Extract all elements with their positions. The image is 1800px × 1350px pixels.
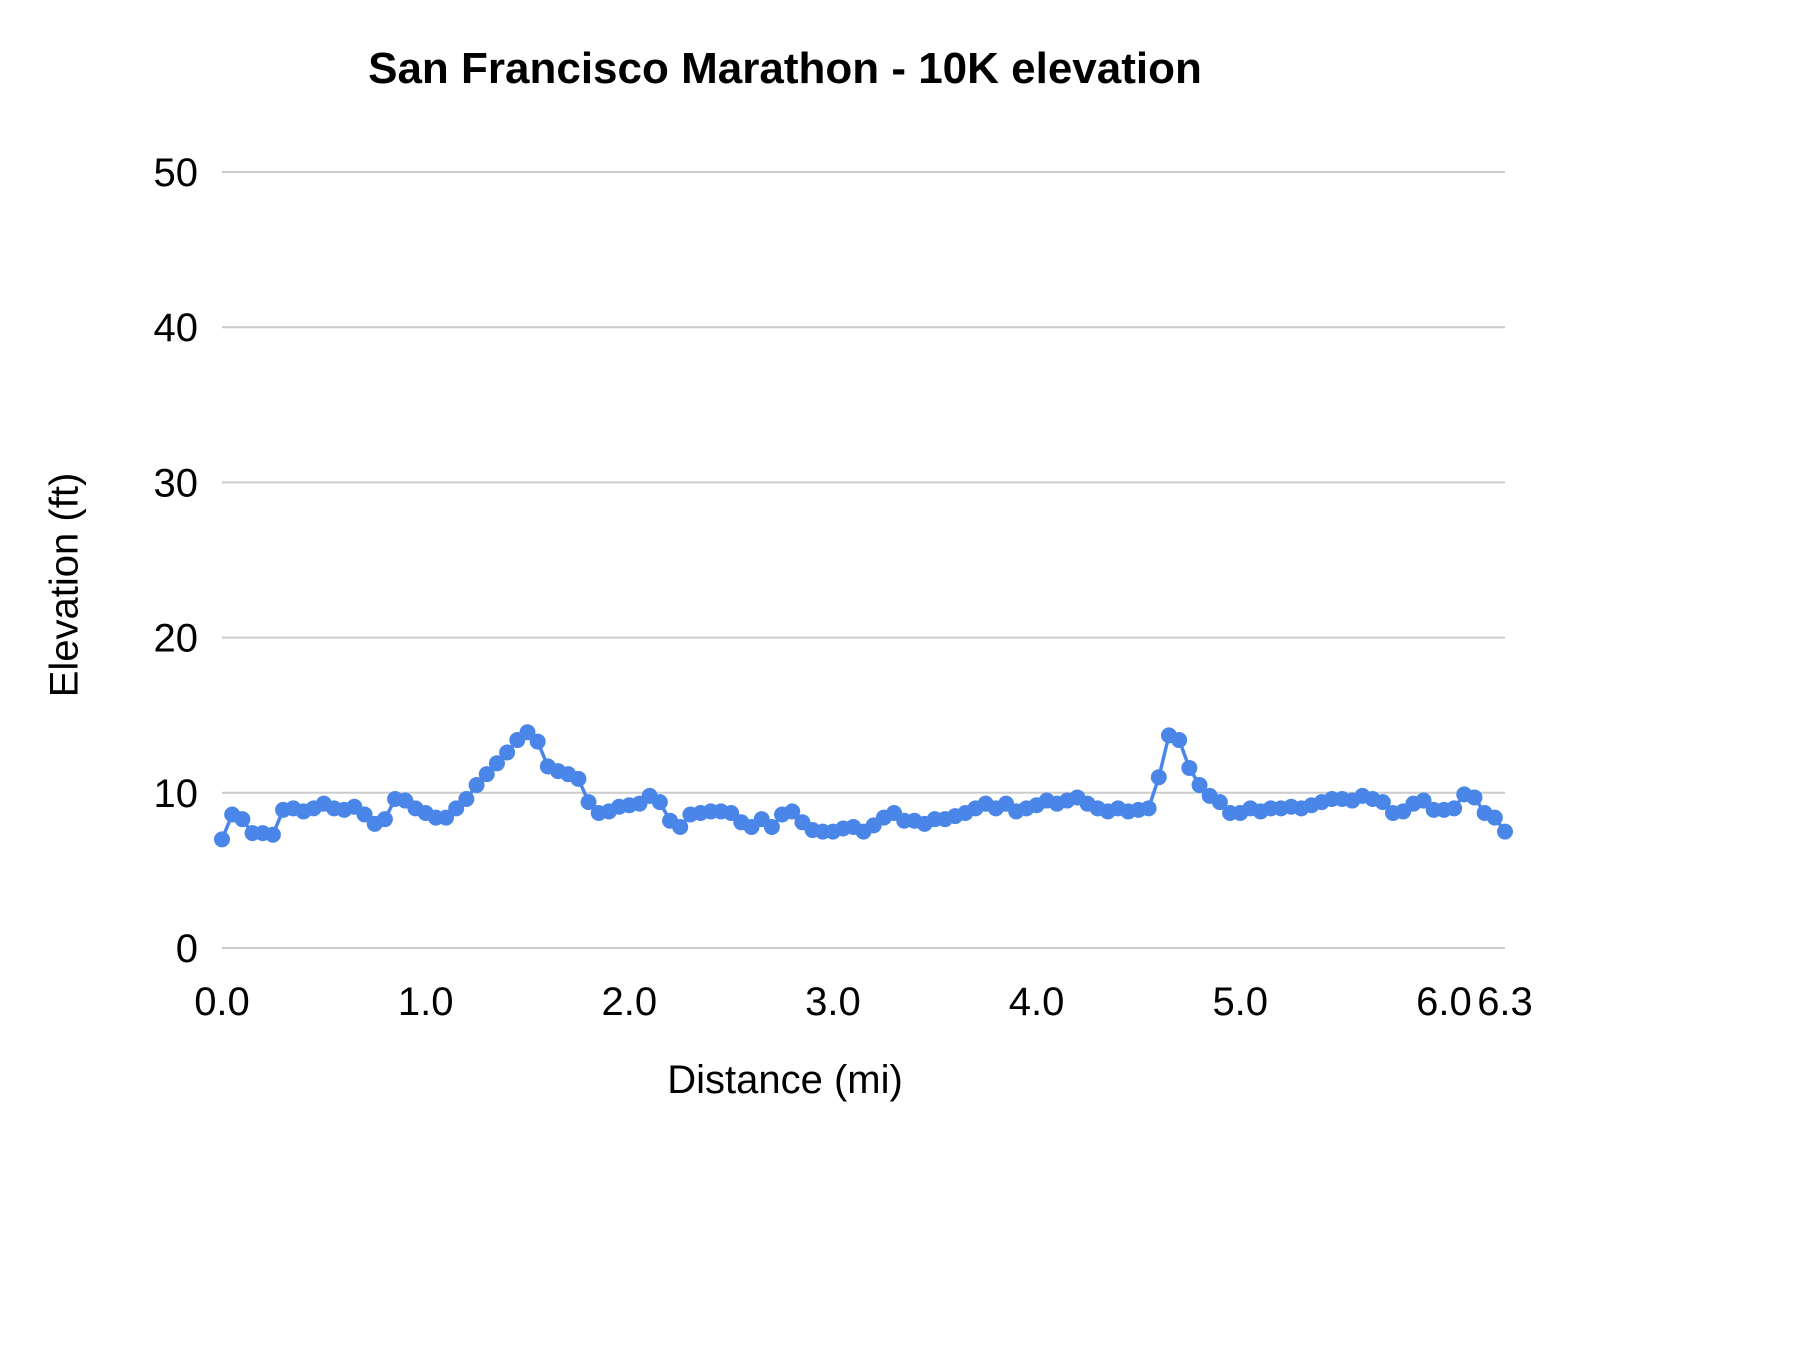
data-point: [1150, 769, 1167, 786]
data-point: [672, 818, 689, 835]
y-tick-label: 20: [154, 617, 199, 661]
data-point: [458, 791, 475, 808]
data-point: [1191, 777, 1208, 794]
x-tick-label: 2.0: [601, 980, 657, 1024]
data-point: [580, 794, 597, 811]
data-point: [529, 733, 546, 750]
x-tick-label: 4.0: [1009, 980, 1065, 1024]
x-tick-label: 3.0: [805, 980, 861, 1024]
data-point: [1140, 800, 1157, 817]
data-point: [1171, 732, 1188, 749]
data-point: [723, 804, 740, 821]
data-point: [1497, 823, 1513, 840]
data-point: [376, 811, 393, 828]
series-line: [220, 730, 1507, 841]
data-point: [570, 770, 587, 787]
y-tick-label: 50: [154, 151, 199, 195]
data-point: [478, 766, 495, 783]
data-point: [1211, 794, 1228, 811]
x-axis-label: Distance (mi): [667, 1058, 903, 1102]
data-point: [488, 755, 505, 772]
data-point: [1466, 789, 1483, 806]
data-point: [763, 818, 780, 835]
data-point: [234, 811, 251, 828]
y-tick-label: 0: [176, 927, 198, 971]
data-point: [264, 826, 281, 843]
data-point: [1374, 794, 1391, 811]
data-point: [448, 800, 465, 817]
y-tick-label: 30: [154, 461, 199, 505]
data-point: [1415, 792, 1432, 809]
x-tick-label: 6.0: [1416, 980, 1472, 1024]
x-tick-label: 0.0: [194, 980, 250, 1024]
data-point: [784, 803, 801, 820]
x-tick-label: 6.3: [1477, 980, 1533, 1024]
data-point: [1486, 809, 1503, 826]
data-point: [468, 777, 485, 794]
data-point: [1446, 800, 1463, 817]
y-tick-label: 10: [154, 772, 199, 816]
x-tick-label: 5.0: [1212, 980, 1268, 1024]
data-point: [356, 806, 373, 823]
chart-title: San Francisco Marathon - 10K elevation: [368, 44, 1202, 93]
x-tick-label: 1.0: [398, 980, 454, 1024]
data-point: [438, 809, 455, 826]
data-point: [499, 744, 516, 761]
data-point: [651, 794, 668, 811]
y-tick-label: 40: [154, 306, 199, 350]
data-point: [214, 831, 230, 848]
data-point: [1181, 759, 1198, 776]
data-point: [519, 724, 536, 741]
